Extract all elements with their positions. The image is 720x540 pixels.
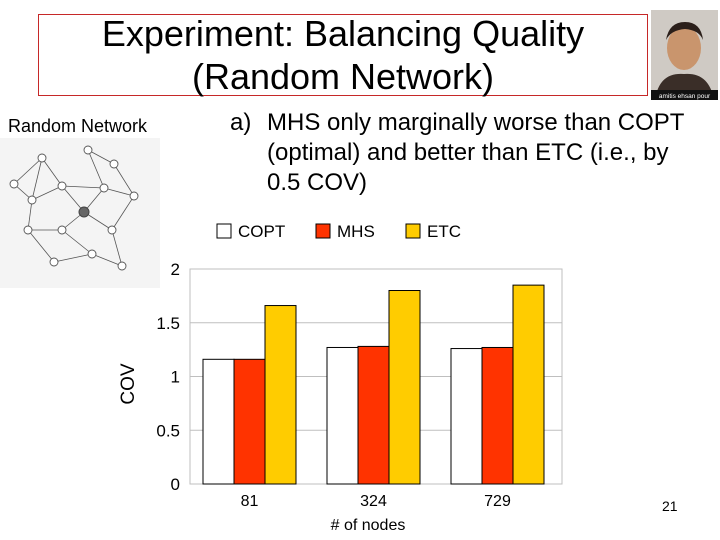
title-frame [38,14,648,96]
legend-label-mhs: MHS [337,222,375,241]
bullet-text: MHS only marginally worse than COPT (opt… [267,109,685,196]
page-number: 21 [662,498,678,514]
x-tick-label: 324 [360,493,387,510]
legend-swatch-etc [405,223,421,239]
x-tick-label: 81 [241,493,259,510]
y-tick-label: 2 [171,260,180,279]
bullet-marker: a) [230,109,252,136]
bar-mhs-324 [357,345,390,485]
legend-label-etc: ETC [427,222,461,241]
y-tick-label: 1.5 [156,314,180,333]
slide-title: Experiment: Balancing Quality (Random Ne… [38,12,648,98]
legend-swatch-copt [216,223,232,239]
bar-etc-729 [512,284,545,485]
bar-etc-81 [264,305,297,485]
bar-copt-729 [450,348,483,485]
random-network-diagram [0,138,160,288]
bar-etc-324 [388,290,421,485]
y-tick-label: 1 [171,368,180,387]
x-axis-label: # of nodes [331,517,406,534]
y-tick-label: 0.5 [156,421,180,440]
bar-copt-81 [202,358,235,485]
x-tick-label: 729 [484,493,511,510]
bar-mhs-729 [481,346,514,485]
title-line-2: (Random Network) [191,56,495,97]
y-tick-label: 0 [171,475,180,494]
network-label: Random Network [8,116,148,136]
presenter-photo: amitis ehsan pour [651,10,718,100]
legend-label-copt: COPT [238,222,285,241]
bar-copt-324 [326,346,359,485]
bar-mhs-81 [233,358,266,485]
title-line-1: Experiment: Balancing Quality [101,13,585,54]
photo-caption: amitis ehsan pour [659,93,711,100]
y-axis-label: COV [118,363,139,405]
legend-swatch-mhs [315,223,331,239]
